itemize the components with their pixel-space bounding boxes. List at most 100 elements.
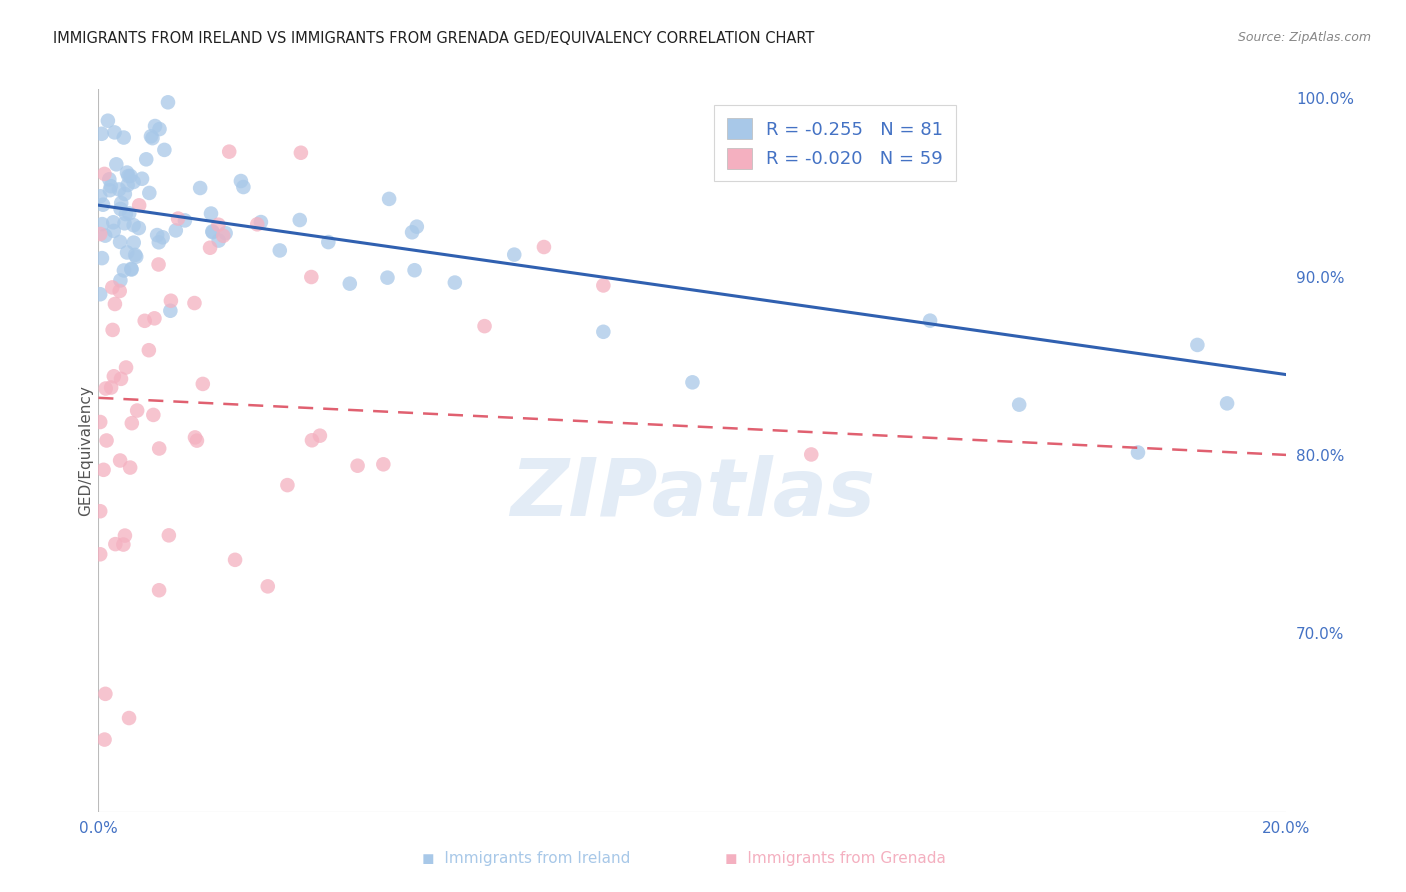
Point (681, 376, 703, 390)
Point (200, 206, 222, 220)
Point (153, 143, 176, 157)
Point (139, 129, 162, 144)
Point (98, 183, 121, 197)
Point (201, 224, 224, 238)
Point (112, 130, 135, 145)
Point (157, 528, 180, 542)
Point (121, 262, 143, 277)
Point (250, 215, 273, 229)
Point (93, 167, 115, 181)
Text: ◼  Immigrants from Grenada: ◼ Immigrants from Grenada (724, 852, 945, 866)
Point (443, 276, 465, 290)
Point (224, 553, 246, 567)
Point (93, 732, 115, 747)
Point (232, 180, 254, 194)
Point (148, 122, 170, 136)
Point (104, 297, 127, 311)
Point (276, 478, 298, 492)
Point (146, 228, 169, 243)
Point (218, 145, 240, 159)
Point (134, 314, 156, 328)
Point (138, 186, 160, 200)
Point (108, 182, 131, 196)
Point (100, 380, 122, 394)
Point (148, 442, 170, 456)
Point (503, 247, 526, 261)
Point (156, 95, 179, 110)
Point (1187, 338, 1209, 352)
Point (131, 171, 153, 186)
Point (120, 460, 142, 475)
Point (91, 197, 114, 211)
Point (128, 198, 150, 212)
Point (98, 172, 121, 186)
Point (143, 119, 166, 133)
Point (174, 213, 197, 227)
Point (165, 223, 187, 237)
Point (89, 547, 111, 561)
Point (103, 215, 125, 229)
Point (115, 165, 138, 179)
Point (148, 235, 170, 250)
Point (112, 263, 135, 277)
Text: Source: ZipAtlas.com: Source: ZipAtlas.com (1237, 31, 1371, 45)
Point (167, 211, 190, 226)
Point (207, 218, 229, 232)
Point (96, 434, 118, 448)
Point (208, 234, 231, 248)
Point (120, 169, 142, 183)
Point (212, 228, 235, 243)
Point (93, 463, 115, 477)
Point (91, 251, 114, 265)
Point (122, 175, 145, 189)
Point (103, 224, 125, 238)
Point (108, 235, 131, 249)
Point (533, 240, 555, 254)
Point (138, 343, 160, 358)
Point (405, 219, 427, 234)
Point (288, 213, 311, 227)
Point (97, 113, 120, 128)
Point (188, 181, 211, 195)
Point (346, 458, 368, 473)
Point (122, 235, 145, 250)
Text: IMMIGRANTS FROM IRELAND VS IMMIGRANTS FROM GRENADA GED/EQUIVALENCY CORRELATION C: IMMIGRANTS FROM IRELAND VS IMMIGRANTS FR… (53, 31, 815, 46)
Point (377, 270, 399, 285)
Point (121, 416, 143, 430)
Point (89, 287, 111, 301)
Point (135, 153, 157, 167)
Point (127, 403, 149, 417)
Point (94, 382, 117, 396)
Point (128, 221, 150, 235)
Point (269, 244, 291, 258)
Point (115, 360, 138, 375)
Point (90, 127, 112, 141)
Point (103, 369, 125, 384)
Point (89, 227, 111, 241)
Point (183, 296, 205, 310)
Point (122, 218, 145, 232)
Point (299, 270, 322, 285)
Point (120, 261, 142, 276)
Point (1008, 398, 1031, 412)
Point (148, 258, 170, 272)
Point (100, 179, 122, 194)
Point (89, 504, 111, 518)
Point (101, 280, 124, 294)
Point (143, 311, 166, 326)
Point (110, 202, 132, 216)
Point (114, 186, 136, 201)
Point (592, 325, 614, 339)
Point (160, 293, 183, 308)
Point (186, 434, 208, 448)
Point (309, 428, 332, 442)
Point (118, 206, 141, 220)
Point (339, 277, 361, 291)
Point (301, 434, 323, 448)
Point (108, 453, 131, 467)
Point (290, 145, 312, 160)
Point (378, 192, 401, 206)
Y-axis label: GED/Equivalency: GED/Equivalency (77, 385, 93, 516)
Point (110, 273, 132, 287)
Point (373, 458, 395, 472)
